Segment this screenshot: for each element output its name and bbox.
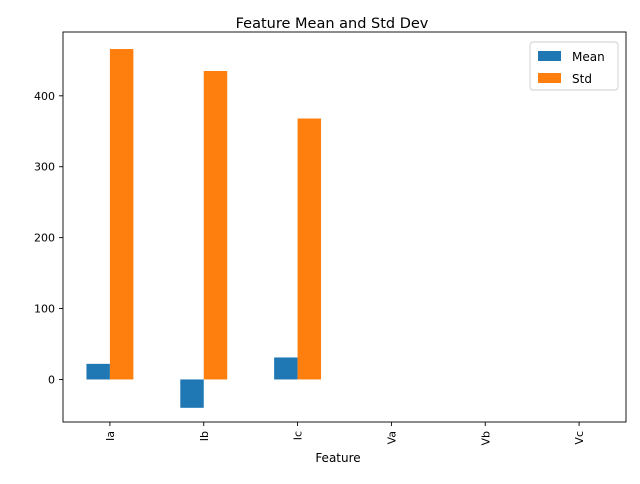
- legend-swatch-std: [538, 73, 561, 83]
- x-axis-label: Feature: [315, 451, 360, 465]
- bar-std-ia: [109, 49, 134, 380]
- y-tick-label: 400: [34, 90, 55, 103]
- bar-std-ic: [297, 118, 322, 380]
- legend-label-mean: Mean: [572, 50, 605, 64]
- x-tick-label: Ic: [292, 431, 305, 440]
- bar-std-ib: [203, 71, 228, 380]
- bar-mean-ia: [86, 363, 110, 380]
- y-tick-label: 300: [34, 161, 55, 174]
- x-tick-label: Va: [385, 431, 398, 444]
- legend-swatch-mean: [538, 51, 561, 61]
- y-tick-label: 0: [48, 373, 55, 386]
- bar-mean-ic: [274, 357, 298, 380]
- legend-label-std: Std: [572, 72, 592, 86]
- x-tick-label: Vb: [479, 431, 492, 446]
- y-tick-label: 100: [34, 303, 55, 316]
- x-tick-label: Vc: [573, 431, 586, 445]
- legend: Mean Std: [529, 41, 619, 91]
- chart-title: Feature Mean and Std Dev: [236, 16, 429, 32]
- y-axis-ticks: 0 100 200 300 400: [34, 90, 63, 386]
- plot-frame: [62, 31, 627, 423]
- x-axis-ticks: Ia Ib Ic Va Vb Vc: [104, 422, 586, 446]
- x-tick-label: Ia: [104, 431, 117, 441]
- bar-mean-ib: [180, 379, 204, 408]
- bars-group: [86, 49, 322, 408]
- x-tick-label: Ib: [198, 431, 211, 441]
- y-tick-label: 200: [34, 232, 55, 245]
